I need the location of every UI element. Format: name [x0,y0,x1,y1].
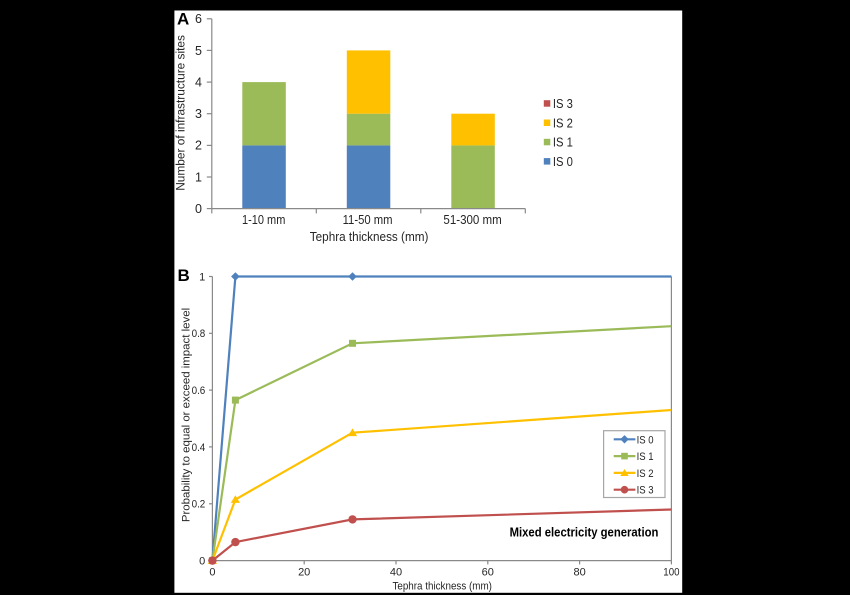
svg-text:100: 100 [663,567,679,579]
svg-text:Tephra thickness (mm): Tephra thickness (mm) [310,229,429,244]
svg-text:Number of infrastructure site: Number of infrastructure sites [175,35,187,191]
svg-text:11-50 mm: 11-50 mm [343,212,393,227]
svg-text:IS 0: IS 0 [637,434,654,446]
svg-text:0: 0 [195,202,202,216]
svg-text:5: 5 [195,44,202,58]
svg-text:0.2: 0.2 [192,499,206,511]
svg-text:0.8: 0.8 [192,328,206,340]
svg-text:IS 3: IS 3 [553,96,573,111]
svg-text:A: A [177,10,189,29]
svg-text:6: 6 [195,12,202,26]
svg-text:80: 80 [573,567,585,579]
svg-text:2: 2 [195,139,202,153]
svg-text:0.4: 0.4 [192,442,206,454]
svg-text:B: B [178,266,190,285]
svg-text:4: 4 [195,76,202,90]
svg-text:Mixed electricity generation: Mixed electricity generation [510,525,659,540]
svg-text:40: 40 [390,567,402,579]
svg-text:IS 0: IS 0 [553,154,573,169]
svg-text:1-10 mm: 1-10 mm [242,212,285,227]
svg-text:IS 1: IS 1 [637,451,654,463]
svg-text:IS 2: IS 2 [637,468,654,480]
svg-text:0: 0 [199,556,205,568]
svg-text:IS 1: IS 1 [553,135,573,150]
svg-text:IS 2: IS 2 [553,115,573,130]
svg-text:IS 3: IS 3 [637,485,654,497]
svg-text:0: 0 [209,567,215,579]
svg-text:0.6: 0.6 [192,385,206,397]
svg-text:3: 3 [195,107,202,121]
svg-text:1: 1 [195,170,202,184]
svg-text:60: 60 [482,567,494,579]
svg-text:1: 1 [199,271,205,283]
svg-text:Tephra thickness (mm): Tephra thickness (mm) [392,580,492,592]
svg-text:20: 20 [298,567,310,579]
svg-text:51-300 mm: 51-300 mm [443,212,501,227]
svg-text:Probability to equal or exceed: Probability to equal or exceed impact le… [181,308,193,522]
